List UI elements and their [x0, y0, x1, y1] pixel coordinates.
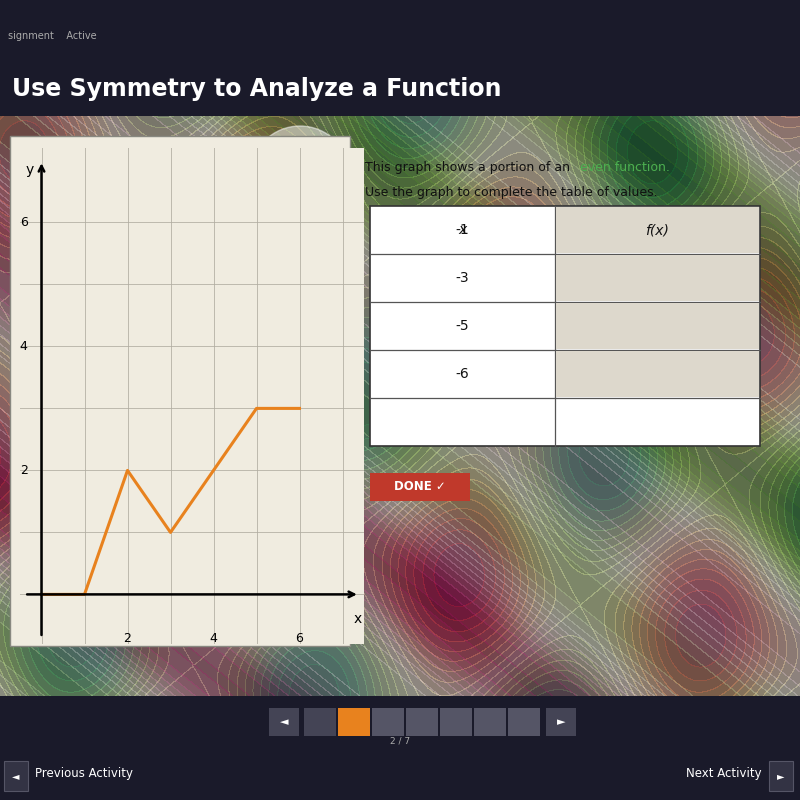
Text: x: x [458, 223, 466, 237]
Text: 2 / 7: 2 / 7 [390, 736, 410, 745]
Text: ►: ► [557, 717, 566, 727]
Text: 6: 6 [295, 632, 303, 645]
Text: 4: 4 [210, 632, 218, 645]
Text: Use Symmetry to Analyze a Function: Use Symmetry to Analyze a Function [12, 77, 502, 101]
FancyBboxPatch shape [556, 255, 759, 301]
FancyBboxPatch shape [338, 708, 370, 736]
FancyBboxPatch shape [370, 473, 470, 501]
Text: even function.: even function. [580, 161, 670, 174]
Circle shape [250, 126, 350, 226]
Text: y: y [26, 162, 34, 177]
Text: ◄: ◄ [12, 771, 20, 781]
FancyBboxPatch shape [556, 207, 759, 253]
FancyBboxPatch shape [546, 708, 576, 736]
Text: -1: -1 [456, 223, 470, 237]
FancyBboxPatch shape [269, 708, 299, 736]
Text: 2: 2 [20, 464, 28, 477]
Text: x: x [354, 612, 362, 626]
FancyBboxPatch shape [304, 708, 336, 736]
Text: -5: -5 [456, 319, 470, 333]
Text: Previous Activity: Previous Activity [35, 767, 133, 781]
Text: signment    Active: signment Active [8, 31, 97, 42]
FancyBboxPatch shape [4, 761, 28, 791]
Text: This graph shows a portion of an: This graph shows a portion of an [365, 161, 574, 174]
FancyBboxPatch shape [370, 206, 760, 446]
Text: -6: -6 [456, 367, 470, 381]
FancyBboxPatch shape [556, 303, 759, 349]
Text: Next Activity: Next Activity [686, 767, 762, 781]
FancyBboxPatch shape [440, 708, 472, 736]
Text: ►: ► [778, 771, 785, 781]
Text: 2: 2 [123, 632, 131, 645]
Text: DONE ✓: DONE ✓ [394, 481, 446, 494]
Text: 4: 4 [20, 340, 28, 353]
Text: -3: -3 [456, 271, 470, 285]
Text: f(x): f(x) [646, 223, 670, 237]
FancyBboxPatch shape [406, 708, 438, 736]
FancyBboxPatch shape [372, 708, 404, 736]
Text: Use the graph to complete the table of values.: Use the graph to complete the table of v… [365, 186, 658, 199]
FancyBboxPatch shape [769, 761, 793, 791]
FancyBboxPatch shape [10, 136, 350, 646]
FancyBboxPatch shape [508, 708, 540, 736]
FancyBboxPatch shape [556, 351, 759, 397]
FancyBboxPatch shape [474, 708, 506, 736]
Text: ◄: ◄ [280, 717, 288, 727]
Text: 6: 6 [20, 216, 28, 229]
